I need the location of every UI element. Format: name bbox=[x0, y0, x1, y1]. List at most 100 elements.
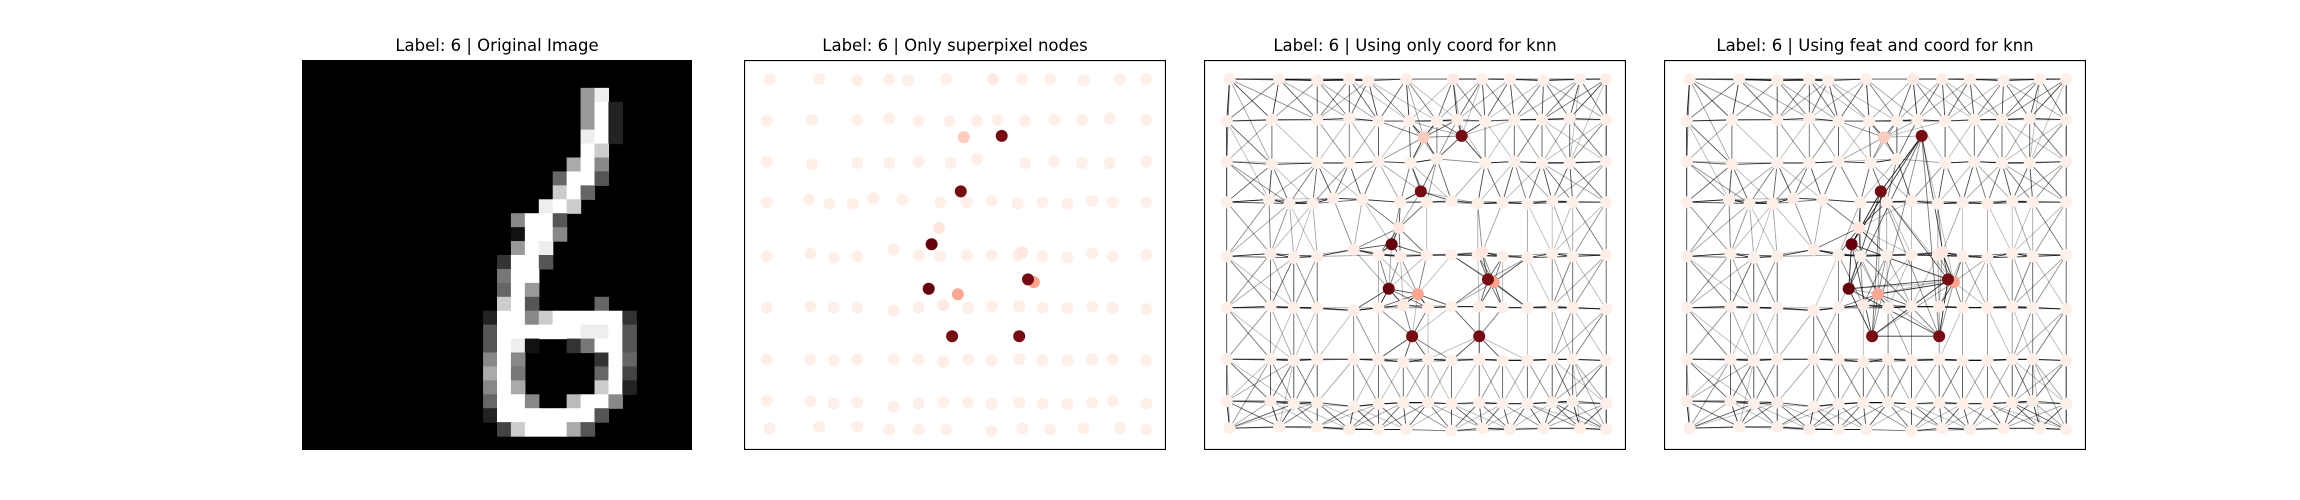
superpixel-node bbox=[1521, 251, 1534, 264]
superpixel-node bbox=[1860, 73, 1873, 86]
knn-edge bbox=[1848, 288, 1940, 337]
superpixel-node bbox=[1536, 113, 1548, 126]
knn-edge bbox=[1776, 119, 1810, 164]
superpixel-node bbox=[985, 249, 998, 261]
superpixel-node bbox=[2060, 155, 2073, 168]
superpixel-node bbox=[1905, 354, 1918, 367]
image-pixel bbox=[510, 213, 526, 228]
superpixel-node bbox=[2060, 397, 2073, 410]
superpixel-node bbox=[912, 155, 925, 168]
knn-edge bbox=[1481, 202, 1504, 253]
knn-edge bbox=[1731, 164, 1774, 204]
knn-edge bbox=[1777, 402, 1839, 430]
knn-edge bbox=[1527, 360, 1553, 403]
superpixel-node bbox=[1013, 330, 1026, 343]
superpixel-node bbox=[1013, 300, 1026, 313]
knn-edge bbox=[1572, 360, 1607, 402]
superpixel-node bbox=[2060, 249, 2073, 261]
superpixel-node bbox=[1963, 73, 1976, 86]
superpixel-node bbox=[1061, 197, 1074, 210]
image-pixel bbox=[594, 394, 610, 409]
knn-edge bbox=[1862, 361, 1889, 403]
knn-edge bbox=[1776, 358, 1815, 403]
knn-edge bbox=[1728, 162, 1778, 200]
knn-edge bbox=[1378, 120, 1424, 138]
superpixel-node bbox=[1771, 113, 1784, 126]
knn-edge bbox=[1348, 78, 1379, 122]
knn-edge bbox=[1502, 161, 1515, 203]
image-pixel bbox=[580, 310, 596, 326]
knn-edge bbox=[1293, 307, 1318, 361]
knn-edge bbox=[1348, 118, 1379, 162]
knn-edge bbox=[1572, 161, 1607, 203]
superpixel-node bbox=[1114, 73, 1126, 86]
knn-edge bbox=[1229, 426, 1280, 429]
image-pixel bbox=[566, 171, 582, 186]
knn-edge bbox=[1987, 403, 2067, 430]
image-pixel bbox=[552, 171, 568, 186]
superpixel-node bbox=[1747, 397, 1760, 410]
image-pixel bbox=[497, 282, 512, 298]
image-pixel bbox=[580, 394, 596, 409]
knn-edge bbox=[1502, 162, 1543, 203]
knn-edge bbox=[1877, 191, 1882, 295]
knn-edge bbox=[1411, 335, 1452, 361]
knn-edge bbox=[1362, 199, 1392, 245]
superpixel-node bbox=[2026, 250, 2039, 263]
knn-edge bbox=[1378, 361, 1404, 405]
knn-edge bbox=[1859, 256, 1864, 306]
knn-edge bbox=[1944, 80, 2004, 122]
knn-edge bbox=[1569, 78, 1607, 119]
knn-edge bbox=[1953, 257, 1988, 283]
knn-edge bbox=[1911, 403, 1963, 432]
knn-edge bbox=[1526, 257, 1553, 307]
superpixel-node bbox=[1981, 301, 1994, 314]
knn-edge bbox=[1289, 203, 1318, 257]
knn-edge bbox=[1226, 161, 1290, 204]
knn-edge bbox=[1813, 307, 1839, 360]
superpixel-node bbox=[1372, 115, 1385, 128]
image-pixel bbox=[497, 324, 512, 340]
knn-edge bbox=[1317, 254, 1379, 257]
superpixel-node bbox=[1521, 354, 1534, 367]
superpixel-node bbox=[1546, 194, 1559, 207]
image-pixel bbox=[510, 352, 526, 368]
superpixel-node bbox=[1311, 74, 1324, 87]
knn-edge bbox=[1572, 359, 1581, 429]
knn-edge bbox=[1962, 403, 2004, 429]
coord-knn-graph bbox=[1204, 60, 1626, 450]
knn-edge bbox=[1541, 80, 1544, 120]
superpixel-node bbox=[1508, 155, 1521, 168]
knn-edge bbox=[1551, 358, 1607, 405]
knn-edge bbox=[1316, 80, 1379, 122]
knn-edge bbox=[1293, 403, 1350, 430]
superpixel-node bbox=[1473, 300, 1486, 313]
knn-edge bbox=[1689, 400, 1731, 429]
knn-edge bbox=[1226, 201, 1271, 254]
knn-edge bbox=[2032, 359, 2041, 429]
knn-edge bbox=[1911, 254, 1939, 307]
superpixel-node bbox=[1680, 115, 1693, 128]
knn-edge bbox=[1896, 78, 1914, 122]
superpixel-node bbox=[846, 197, 859, 210]
superpixel-node bbox=[1600, 354, 1613, 367]
plot-coord-knn bbox=[1204, 60, 1626, 450]
knn-edge bbox=[1293, 257, 1318, 308]
knn-edge bbox=[1551, 202, 1574, 254]
knn-edge bbox=[1316, 119, 1350, 164]
image-pixel bbox=[594, 408, 610, 423]
knn-edge bbox=[1456, 78, 1483, 120]
knn-edge bbox=[1278, 360, 1295, 427]
knn-edge bbox=[1962, 161, 1975, 203]
image-pixel bbox=[580, 87, 596, 103]
knn-edge bbox=[1986, 307, 2013, 360]
superpixel-node bbox=[2026, 196, 2039, 209]
knn-edge bbox=[1776, 310, 1815, 360]
superpixel-node bbox=[1537, 422, 1550, 435]
title-superpixel-nodes: Label: 6 | Only superpixel nodes bbox=[822, 36, 1088, 55]
knn-edge bbox=[1987, 403, 2041, 429]
superpixel-node bbox=[1600, 113, 1613, 126]
knn-edge bbox=[1569, 161, 1607, 164]
knn-edge bbox=[1478, 335, 1528, 361]
knn-edge bbox=[1753, 203, 1774, 258]
